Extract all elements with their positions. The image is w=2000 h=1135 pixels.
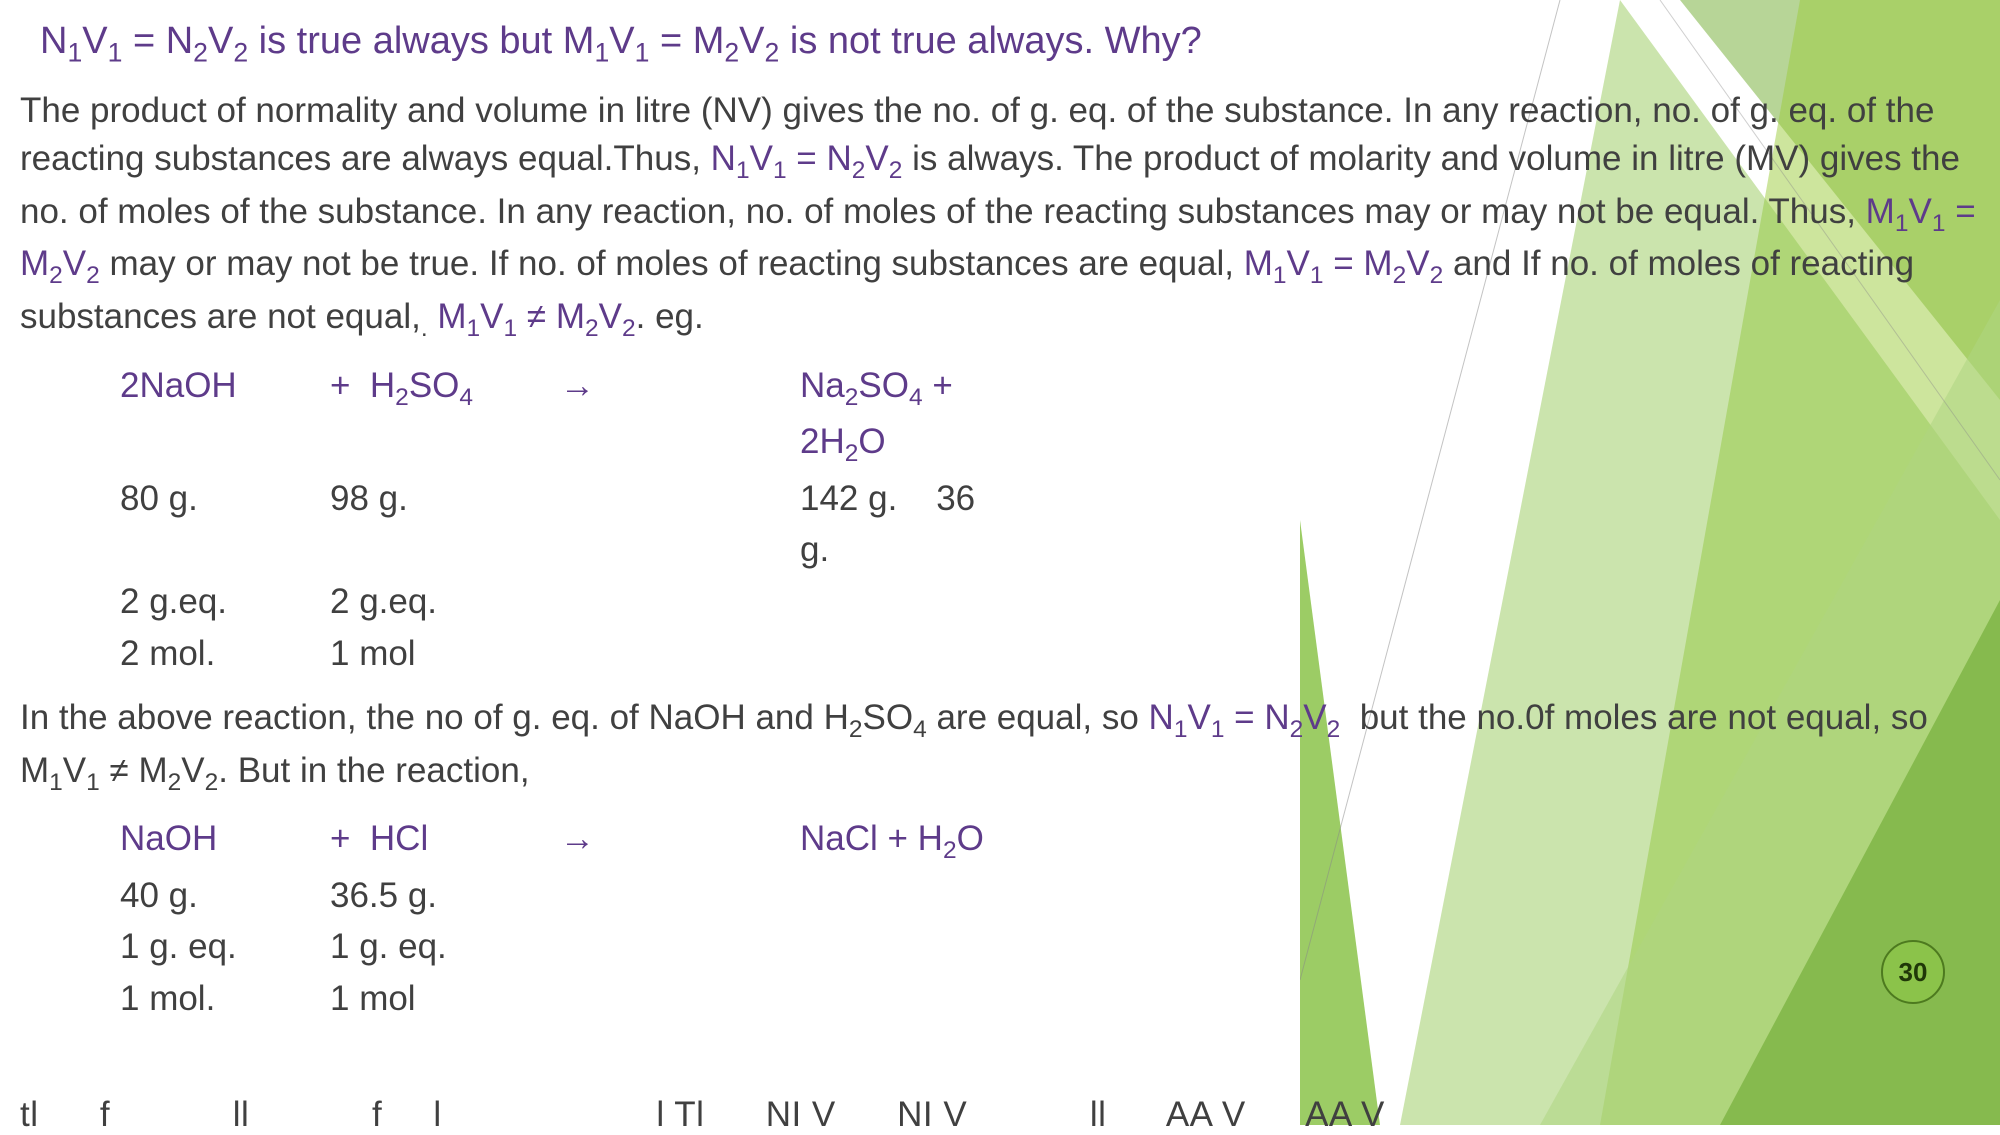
reaction-2-equation: NaOH + HCl → NaCl + H2O [120, 813, 1980, 869]
reaction-1-equation: 2NaOH + H2SO4 → Na2SO4 + 2H2O [120, 360, 1980, 473]
slide-title: N1V1 = N2V2 is true always but M1V1 = M2… [40, 20, 1980, 69]
reaction-1-mol: 2 mol. 1 mol [120, 628, 1980, 680]
reaction-1-mass: 80 g. 98 g. 142 g. 36 g. [120, 473, 1980, 577]
reaction-2-mol: 1 mol. 1 mol [120, 973, 1980, 1025]
reaction-1-block: 2NaOH + H2SO4 → Na2SO4 + 2H2O 80 g. 98 g… [120, 360, 1980, 680]
reaction-2-mass: 40 g. 36.5 g. [120, 870, 1980, 922]
cutoff-text: tl f ll f l l Tl NI V NI V ll AA V AA V [20, 1095, 1385, 1135]
page-number-badge: 30 [1881, 940, 1945, 1004]
reaction-2-block: NaOH + HCl → NaCl + H2O 40 g. 36.5 g. 1 … [120, 813, 1980, 1025]
reaction-1-geq: 2 g.eq. 2 g.eq. [120, 576, 1980, 628]
reaction-2-geq: 1 g. eq. 1 g. eq. [120, 921, 1980, 973]
paragraph-1: The product of normality and volume in l… [20, 87, 1980, 346]
paragraph-2: In the above reaction, the no of g. eq. … [20, 694, 1980, 800]
